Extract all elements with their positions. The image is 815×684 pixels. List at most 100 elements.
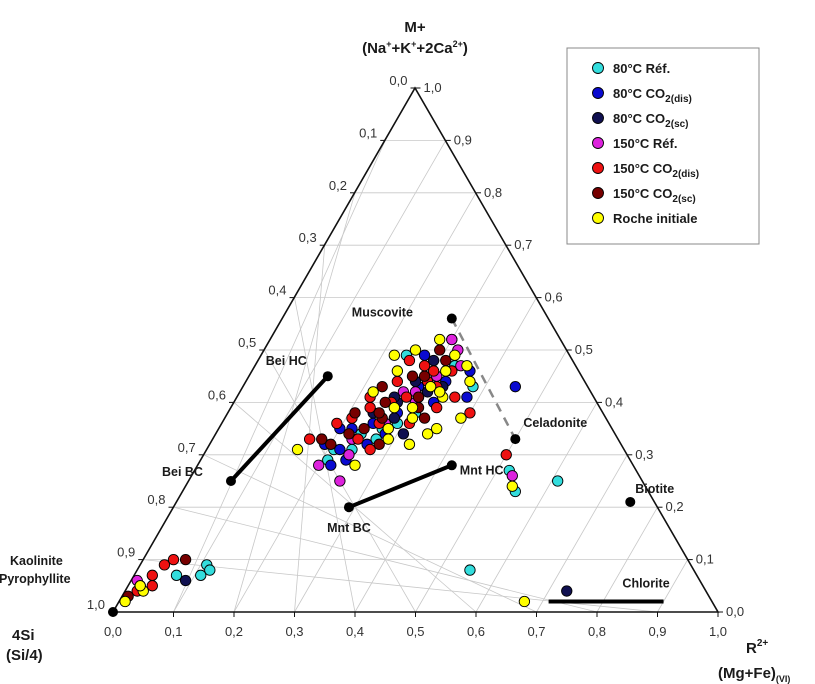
right-tick-label: 0,5 [575, 342, 593, 357]
grid-line [596, 507, 658, 613]
data-point [316, 433, 328, 445]
reference-line [348, 463, 453, 510]
reference-marker [322, 371, 333, 382]
reference-label: Mnt HC [460, 463, 504, 477]
data-point [303, 433, 316, 445]
right-tick-label: 0,9 [454, 132, 472, 147]
data-point [325, 438, 337, 450]
grid-line [536, 454, 628, 613]
data-point [146, 580, 158, 592]
data-point [397, 428, 410, 440]
left-apex-title: 4Si [12, 627, 35, 644]
legend-label: 80°C Réf. [613, 61, 670, 76]
data-point [134, 580, 146, 592]
data-point [343, 428, 355, 440]
left-tick-label: 0,8 [147, 492, 165, 507]
data-point [403, 354, 416, 367]
data-point [464, 375, 476, 388]
right-tick-label: 1,0 [424, 80, 442, 95]
reference-marker [108, 607, 118, 617]
data-point [506, 480, 518, 492]
data-point [406, 401, 419, 414]
reference-marker [446, 313, 457, 324]
reference-marker [225, 476, 236, 486]
data-point [158, 559, 171, 571]
data-point [406, 370, 419, 382]
bottom-tick-label: 0,6 [467, 624, 485, 639]
data-point [349, 407, 361, 419]
data-point [518, 595, 531, 608]
left-tick-label: 0,6 [208, 387, 226, 402]
data-point [170, 569, 183, 581]
right-tick-label: 0,4 [605, 394, 623, 409]
data-point [431, 422, 443, 435]
data-point [418, 370, 431, 382]
data-point [331, 417, 343, 430]
legend-marker [592, 112, 604, 124]
data-point [204, 564, 216, 576]
bottom-tick-label: 0,0 [104, 624, 122, 639]
reference-label: Chlorite [622, 577, 669, 591]
reference-marker [343, 502, 354, 513]
grid-line [475, 402, 598, 613]
left-tick-label: 0,9 [117, 545, 135, 560]
data-point [412, 391, 425, 403]
grid-line [143, 559, 658, 613]
data-point [367, 386, 379, 398]
right-apex-subtitle: (Mg+Fe)(VI) [718, 665, 790, 684]
tick-labels: 0,0 0,1 0,2 0,3 0,4 0,5 0,6 0,7 0,8 0,9 1,0 0,0 0,1 0… [87, 73, 744, 639]
grid-line [203, 454, 537, 613]
left-apex-subtitle: (Si/4) [6, 647, 43, 664]
data-point [388, 401, 400, 414]
left-tick-label: 0,1 [359, 125, 377, 140]
reference-label: Pyrophyllite [0, 572, 71, 586]
data-point [449, 349, 461, 361]
data-point [179, 574, 192, 587]
data-point [376, 381, 388, 393]
bottom-tick-label: 0,9 [648, 624, 666, 639]
legend-label: Roche initiale [613, 211, 698, 226]
data-point [291, 443, 304, 456]
reference-line [229, 374, 330, 483]
right-tick-label: 0,7 [514, 237, 532, 252]
data-point [388, 349, 400, 361]
data-point [379, 396, 391, 409]
data-point [349, 459, 361, 471]
data-point [464, 407, 476, 419]
data-point [446, 333, 458, 346]
data-point [461, 360, 473, 372]
reference-label: Kaolinite [10, 554, 63, 568]
data-point [388, 412, 400, 424]
data-point [431, 401, 443, 414]
data-point [406, 412, 419, 424]
grid-line [415, 349, 568, 613]
data-point [418, 360, 431, 372]
data-point [424, 381, 437, 393]
right-apex-title: R2+ [746, 638, 768, 657]
data-point [364, 443, 376, 456]
bottom-tick-label: 0,8 [588, 624, 606, 639]
reference-marker [446, 460, 457, 471]
data-point [461, 391, 473, 403]
data-point [146, 569, 158, 581]
right-tick-label: 0,3 [635, 447, 653, 462]
legend-marker [592, 137, 604, 149]
left-tick-label: 0,7 [178, 440, 196, 455]
data-point [464, 564, 476, 576]
data-point [403, 438, 416, 450]
reference-label: Biotite [635, 482, 674, 496]
data-point [400, 391, 413, 403]
legend-marker [592, 62, 604, 74]
left-tick-label: 0,2 [329, 178, 347, 193]
data-point [325, 459, 337, 471]
bottom-tick-label: 1,0 [709, 624, 727, 639]
right-tick-label: 0,1 [696, 552, 714, 567]
data-point [561, 585, 573, 597]
data-point [552, 475, 564, 487]
legend-label: 150°C Réf. [613, 136, 677, 151]
data-point [427, 354, 440, 367]
data-point [421, 428, 434, 440]
reference-label: Celadonite [523, 416, 587, 430]
data-point [500, 449, 512, 461]
